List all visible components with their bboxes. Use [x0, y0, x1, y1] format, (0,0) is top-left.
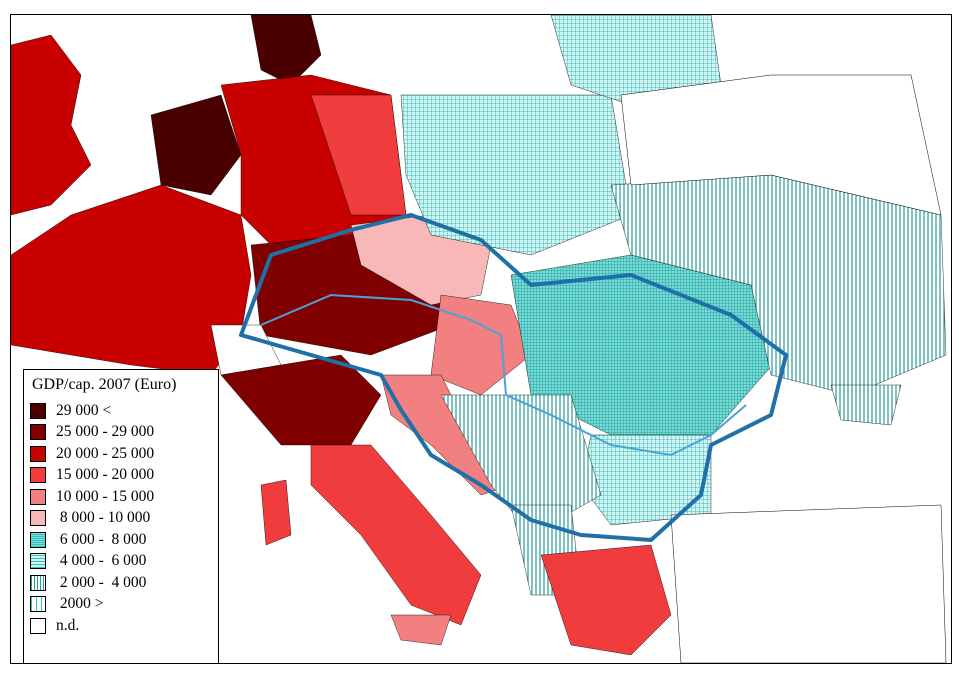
legend-entry: 2000 >: [30, 594, 212, 616]
legend-entry: 15 000 - 20 000: [30, 465, 212, 487]
legend-label: 10 000 - 15 000: [56, 487, 155, 505]
legend-swatch: [30, 488, 46, 505]
legend-label: 4 000 - 6 000: [56, 552, 147, 570]
legend-entry: 6 000 - 8 000: [30, 529, 212, 551]
legend-swatch: [30, 553, 46, 570]
legend-swatch: [30, 467, 46, 484]
legend-swatch: [30, 510, 46, 527]
region-greece: [540, 544, 672, 656]
region-scandinavia-south: [250, 15, 322, 86]
region-britain: [11, 34, 92, 216]
legend-entry: 2 000 - 4 000: [30, 572, 212, 594]
region-belarus: [620, 74, 942, 216]
legend-entry: 25 000 - 29 000: [30, 422, 212, 444]
region-hungary: [430, 294, 532, 396]
legend-label: 2000 >: [56, 595, 104, 613]
region-sardinia: [260, 479, 292, 546]
legend-swatch: [30, 445, 46, 462]
region-turkey: [670, 504, 947, 663]
legend-swatch: [30, 424, 46, 441]
legend-label: 2 000 - 4 000: [56, 573, 147, 591]
legend-label: 15 000 - 20 000: [56, 466, 155, 484]
legend-entry: 4 000 - 6 000: [30, 551, 212, 573]
legend-swatch: [30, 574, 46, 591]
choropleth-map: [11, 15, 947, 663]
legend-label: 29 000 <: [56, 401, 112, 419]
legend-swatch: [30, 402, 46, 419]
legend-swatch: [30, 596, 46, 613]
danube-region-boundary: [239, 213, 788, 542]
legend-entry: 10 000 - 15 000: [30, 486, 212, 508]
region-italy-south: [310, 444, 482, 626]
region-france: [11, 184, 252, 376]
danube-river: [260, 293, 747, 457]
region-sicily: [390, 614, 452, 646]
legend-entry: n.d.: [30, 615, 212, 637]
legend-swatch: [30, 617, 46, 634]
map-frame: GDP/cap. 2007 (Euro) 29 000 < 25 000 - 29…: [10, 14, 952, 664]
legend-entry: 20 000 - 25 000: [30, 443, 212, 465]
legend: GDP/cap. 2007 (Euro) 29 000 < 25 000 - 29…: [23, 369, 219, 663]
region-bulgaria: [580, 434, 712, 526]
legend-label: 6 000 - 8 000: [56, 530, 147, 548]
legend-entry: 8 000 - 10 000: [30, 508, 212, 530]
region-crimea: [830, 384, 902, 426]
legend-rows: 29 000 < 25 000 - 29 000 20 000 - 25 000 15…: [30, 400, 212, 637]
region-benelux: [150, 94, 242, 196]
legend-swatch: [30, 531, 46, 548]
legend-label: 8 000 - 10 000: [56, 509, 151, 527]
region-poland: [400, 94, 632, 256]
legend-entry: 29 000 <: [30, 400, 212, 422]
legend-label: 25 000 - 29 000: [56, 423, 155, 441]
legend-label: 20 000 - 25 000: [56, 444, 155, 462]
legend-label: n.d.: [56, 616, 80, 634]
legend-title: GDP/cap. 2007 (Euro): [32, 376, 177, 393]
